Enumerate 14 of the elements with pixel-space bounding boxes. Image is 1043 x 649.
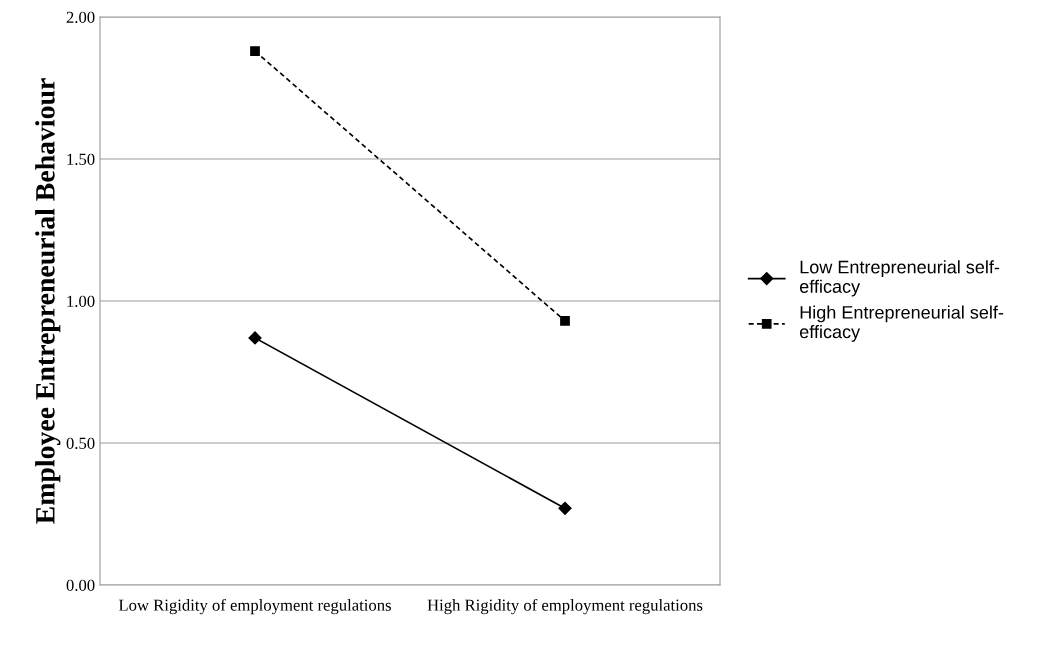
point: [250, 46, 260, 56]
y-tick-label: 1.00: [67, 295, 95, 308]
x-tick-label: Low Rigidity of employment regulations: [118, 598, 391, 615]
point: [558, 501, 572, 515]
legend-label: High Entrepreneurial self-efficacy: [799, 305, 1004, 342]
x-tick-label: High Rigidity of employment regulations: [427, 598, 703, 615]
legend-label: Low Entrepreneurial self-efficacy: [799, 260, 1000, 297]
y-tick-label: 2.00: [66, 11, 95, 24]
point: [560, 316, 570, 326]
y-tick-label: 1.50: [67, 153, 95, 166]
y-tick-label: 0.50: [66, 437, 95, 450]
y-axis-title: Employee Entrepreneurial Behaviour: [35, 78, 61, 524]
point: [248, 331, 262, 345]
y-tick-label: 0.00: [66, 579, 95, 592]
